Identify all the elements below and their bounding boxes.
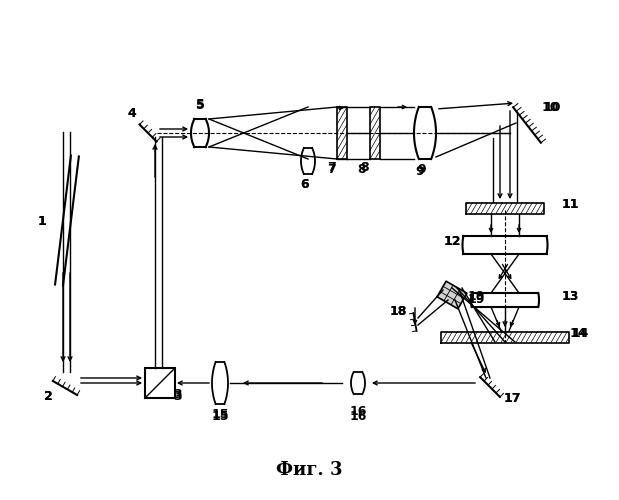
Text: 8: 8: [358, 163, 366, 176]
Text: 12: 12: [443, 235, 461, 248]
Text: 6: 6: [301, 178, 310, 191]
Text: 8: 8: [361, 161, 370, 174]
Text: 17: 17: [503, 392, 521, 405]
Text: 4: 4: [128, 107, 136, 120]
Text: 2: 2: [43, 390, 53, 403]
Text: 11: 11: [562, 198, 579, 211]
Text: 10: 10: [541, 101, 559, 114]
Text: 7: 7: [327, 161, 336, 174]
Text: 12: 12: [443, 235, 461, 248]
Text: 15: 15: [211, 410, 229, 423]
Text: 17: 17: [503, 392, 521, 405]
Bar: [145, 368, 175, 398]
Text: 11: 11: [562, 198, 579, 211]
Text: 14: 14: [572, 327, 589, 340]
Text: 19: 19: [467, 290, 485, 303]
Text: 9: 9: [416, 165, 424, 178]
Text: 2: 2: [43, 390, 53, 403]
Text: 16: 16: [349, 410, 366, 423]
Text: 4: 4: [128, 107, 136, 120]
Text: 5: 5: [196, 99, 204, 112]
Text: Фиг. 3: Фиг. 3: [275, 461, 342, 479]
Text: 5: 5: [196, 98, 204, 111]
Text: 3: 3: [174, 388, 183, 401]
Text: 7: 7: [327, 163, 336, 176]
Text: 1: 1: [38, 215, 46, 228]
Text: 19: 19: [467, 293, 485, 306]
Text: 16: 16: [349, 405, 366, 418]
Text: 1: 1: [38, 215, 46, 228]
Text: 3: 3: [174, 390, 183, 403]
Text: 9: 9: [418, 163, 426, 176]
Text: 13: 13: [562, 290, 579, 303]
Polygon shape: [437, 281, 467, 309]
Text: 18: 18: [389, 305, 407, 318]
Text: 10: 10: [543, 101, 561, 114]
Text: 15: 15: [211, 408, 229, 421]
Text: 18: 18: [389, 305, 407, 318]
Text: 14: 14: [570, 327, 587, 340]
Text: 6: 6: [301, 178, 310, 191]
Text: 13: 13: [562, 290, 579, 303]
